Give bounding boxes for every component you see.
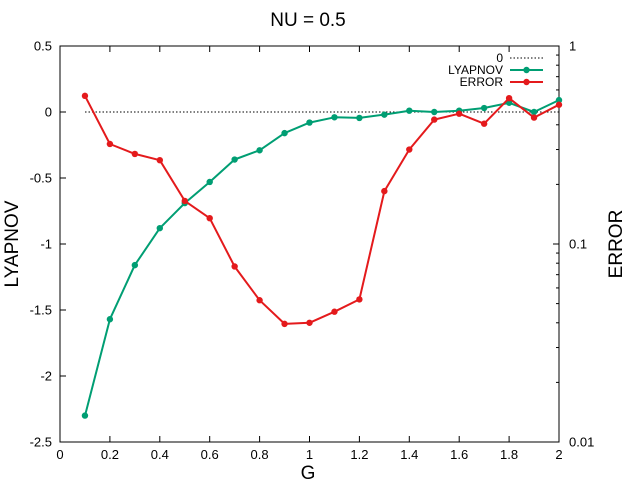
- error-series-line: [84, 95, 560, 325]
- lyapnov-data-point: [381, 111, 388, 118]
- x-tick-label: 0.4: [151, 447, 169, 462]
- error-data-point: [281, 320, 288, 328]
- y-tick-label: -2: [40, 369, 52, 384]
- legend-label-lyapnov: LYAPNOV: [448, 63, 503, 77]
- error-data-point: [505, 94, 513, 102]
- x-tick-label: 1.4: [400, 447, 418, 462]
- lyapnov-data-point: [281, 129, 288, 137]
- error-data-point: [231, 263, 238, 270]
- x-tick-label: 1.6: [450, 447, 468, 462]
- lyapnov-data-point: [131, 261, 139, 269]
- y-tick-label: -1.5: [30, 303, 52, 318]
- error-data-point: [256, 297, 263, 304]
- x-tick-label: 0.8: [251, 447, 269, 462]
- x-tick-label: 1.2: [350, 447, 368, 462]
- y2-axis-label: ERROR: [606, 210, 627, 279]
- error-data-point: [555, 101, 563, 108]
- y-tick-label: -1: [40, 237, 52, 252]
- y-tick-label: -0.5: [30, 171, 52, 186]
- lyapnov-data-point: [480, 104, 488, 112]
- error-data-point: [181, 197, 188, 205]
- x-tick-label: 1.8: [500, 447, 518, 462]
- series-layer: [81, 92, 563, 419]
- lyapnov-data-point: [306, 119, 313, 126]
- y-tick-label: -2.5: [30, 435, 52, 450]
- lyapnov-data-point: [206, 178, 213, 186]
- legend-marker-error: [523, 78, 530, 86]
- y-axis-label: LYAPNOV: [2, 200, 23, 287]
- y2-tick-label: 1: [569, 39, 576, 54]
- x-tick-label: 2: [555, 447, 562, 462]
- x-tick-label: 0.2: [101, 447, 119, 462]
- error-data-point: [206, 214, 213, 222]
- y2-tick-label: 0.01: [569, 435, 594, 450]
- chart-title: NU = 0.5: [270, 10, 346, 31]
- y-tick-label: 0.5: [34, 39, 52, 54]
- error-data-point: [331, 308, 338, 315]
- lyapnov-data-point: [256, 147, 263, 154]
- error-data-point: [131, 150, 139, 158]
- lyapnov-data-point: [356, 114, 363, 122]
- x-tick-label: 0: [56, 447, 63, 462]
- y-tick-label: 0: [45, 105, 52, 120]
- y2-tick-label: 0.1: [569, 237, 587, 252]
- lyapnov-data-point: [530, 108, 538, 116]
- x-axis-label: G: [301, 463, 316, 480]
- lyapnov-data-point: [231, 156, 238, 163]
- error-data-point: [431, 116, 438, 123]
- lyapnov-data-point: [331, 114, 338, 121]
- error-data-point: [530, 114, 538, 121]
- error-data-point: [406, 146, 413, 153]
- error-data-point: [81, 92, 89, 100]
- lyapnov-series-line: [84, 99, 560, 416]
- legend-marker-lyapnov: [523, 66, 530, 74]
- legend-label-error: ERROR: [460, 75, 504, 89]
- x-tick-label: 1: [306, 447, 313, 462]
- lyapnov-data-point: [431, 108, 438, 116]
- lyapnov-data-point: [406, 107, 413, 114]
- ticks-layer: 0 0.2 0.4 0.6 0.8 1 1.2 1.4 1.6 1.8 2 -2.5 -2 -1.5 -1 -…: [30, 39, 595, 463]
- error-data-point: [306, 319, 313, 326]
- error-data-point: [480, 120, 488, 127]
- lyapnov-data-point: [81, 412, 89, 419]
- lyapnov-data-point: [156, 224, 163, 232]
- error-data-point: [156, 156, 163, 164]
- error-data-point: [356, 296, 363, 303]
- x-tick-label: 0.6: [201, 447, 219, 462]
- lyapnov-data-point: [555, 96, 563, 104]
- error-data-point: [381, 187, 388, 195]
- lyapnov-data-point: [106, 316, 114, 323]
- error-data-point: [106, 140, 114, 148]
- error-data-point: [456, 110, 463, 117]
- legend-label-zero: 0: [496, 51, 503, 65]
